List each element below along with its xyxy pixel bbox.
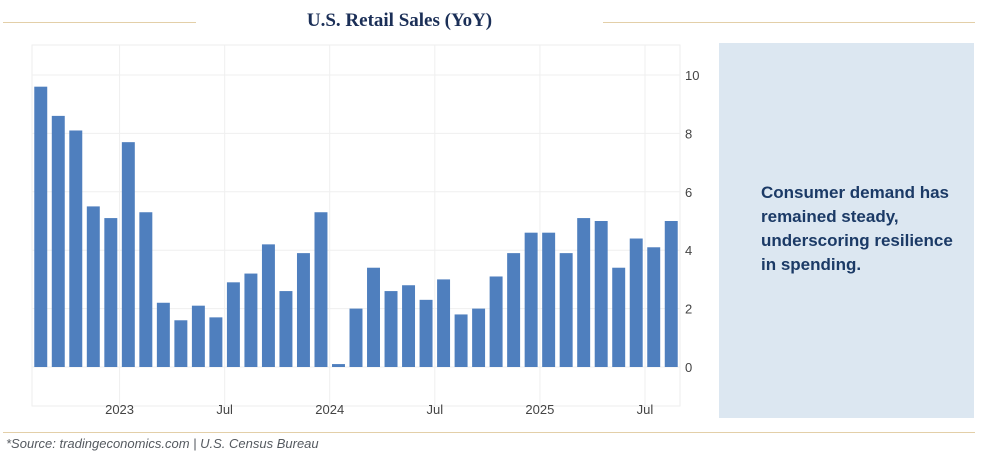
bar-2025-05 xyxy=(612,267,626,367)
bar-2025-08 xyxy=(664,221,678,367)
y-tick-label: 0 xyxy=(685,360,692,375)
bar-2022-09 xyxy=(51,115,65,367)
x-tick-label: 2023 xyxy=(105,402,134,417)
chart-area: 0 2 4 6 8 10 2023 Jul 2024 Jul 2025 Jul xyxy=(20,40,710,420)
bar-2023-06 xyxy=(209,317,223,367)
bar-2024-11 xyxy=(507,253,521,367)
footer-rule xyxy=(3,432,975,433)
bar-2023-01 xyxy=(121,142,135,367)
bar-2023-10 xyxy=(279,291,293,367)
bar-2025-06 xyxy=(629,238,643,367)
bar-2023-02 xyxy=(139,212,153,367)
title-rule-right xyxy=(603,22,975,23)
chart-title: U.S. Retail Sales (YoY) xyxy=(306,10,493,31)
y-tick-label: 10 xyxy=(685,68,699,83)
x-axis: 2023 Jul 2024 Jul 2025 Jul xyxy=(105,402,653,417)
bar-2023-12 xyxy=(314,212,328,367)
bars xyxy=(34,86,678,368)
source-note: *Source: tradingeconomics.com | U.S. Cen… xyxy=(6,436,319,451)
bar-2024-09 xyxy=(472,308,486,367)
bar-2024-01 xyxy=(332,364,345,367)
y-tick-label: 6 xyxy=(685,185,692,200)
bar-2024-10 xyxy=(489,276,503,367)
bar-2023-04 xyxy=(174,320,188,367)
x-tick-label: 2024 xyxy=(315,402,344,417)
title-rule-left xyxy=(3,22,196,23)
bar-2025-07 xyxy=(647,247,661,367)
bar-chart: 0 2 4 6 8 10 2023 Jul 2024 Jul 2025 Jul xyxy=(31,44,699,417)
bar-2023-07 xyxy=(226,282,240,367)
bar-2022-08 xyxy=(34,86,48,368)
title-row: U.S. Retail Sales (YoY) xyxy=(0,6,1000,38)
y-tick-label: 4 xyxy=(685,243,692,258)
bar-2025-03 xyxy=(577,218,591,367)
callout-box: Consumer demand has remained steady, und… xyxy=(719,43,974,418)
x-tick-label: 2025 xyxy=(525,402,554,417)
bar-2023-08 xyxy=(244,273,258,367)
bar-2024-07 xyxy=(437,279,451,367)
bar-2022-12 xyxy=(104,218,118,367)
bar-2023-03 xyxy=(156,302,170,367)
y-tick-label: 2 xyxy=(685,302,692,317)
bar-2025-02 xyxy=(559,253,573,367)
bar-2022-11 xyxy=(86,206,100,367)
bar-2024-12 xyxy=(524,232,538,367)
x-tick-label: Jul xyxy=(216,402,233,417)
bar-2025-04 xyxy=(594,221,608,367)
bar-2024-08 xyxy=(454,314,468,367)
y-axis: 0 2 4 6 8 10 xyxy=(685,68,699,375)
x-tick-label: Jul xyxy=(426,402,443,417)
bar-2024-02 xyxy=(349,308,363,367)
bar-2024-05 xyxy=(402,285,416,367)
x-tick-label: Jul xyxy=(637,402,654,417)
bar-2022-10 xyxy=(69,130,83,367)
bar-2024-06 xyxy=(419,299,433,367)
bar-2023-09 xyxy=(261,244,275,367)
callout-text: Consumer demand has remained steady, und… xyxy=(761,183,953,274)
bar-2024-04 xyxy=(384,291,398,367)
bar-2025-01 xyxy=(542,232,556,367)
bar-2024-03 xyxy=(367,267,380,367)
bar-2023-11 xyxy=(296,253,310,367)
y-tick-label: 8 xyxy=(685,126,692,141)
plot-border xyxy=(31,44,681,407)
bar-2023-05 xyxy=(191,305,205,367)
